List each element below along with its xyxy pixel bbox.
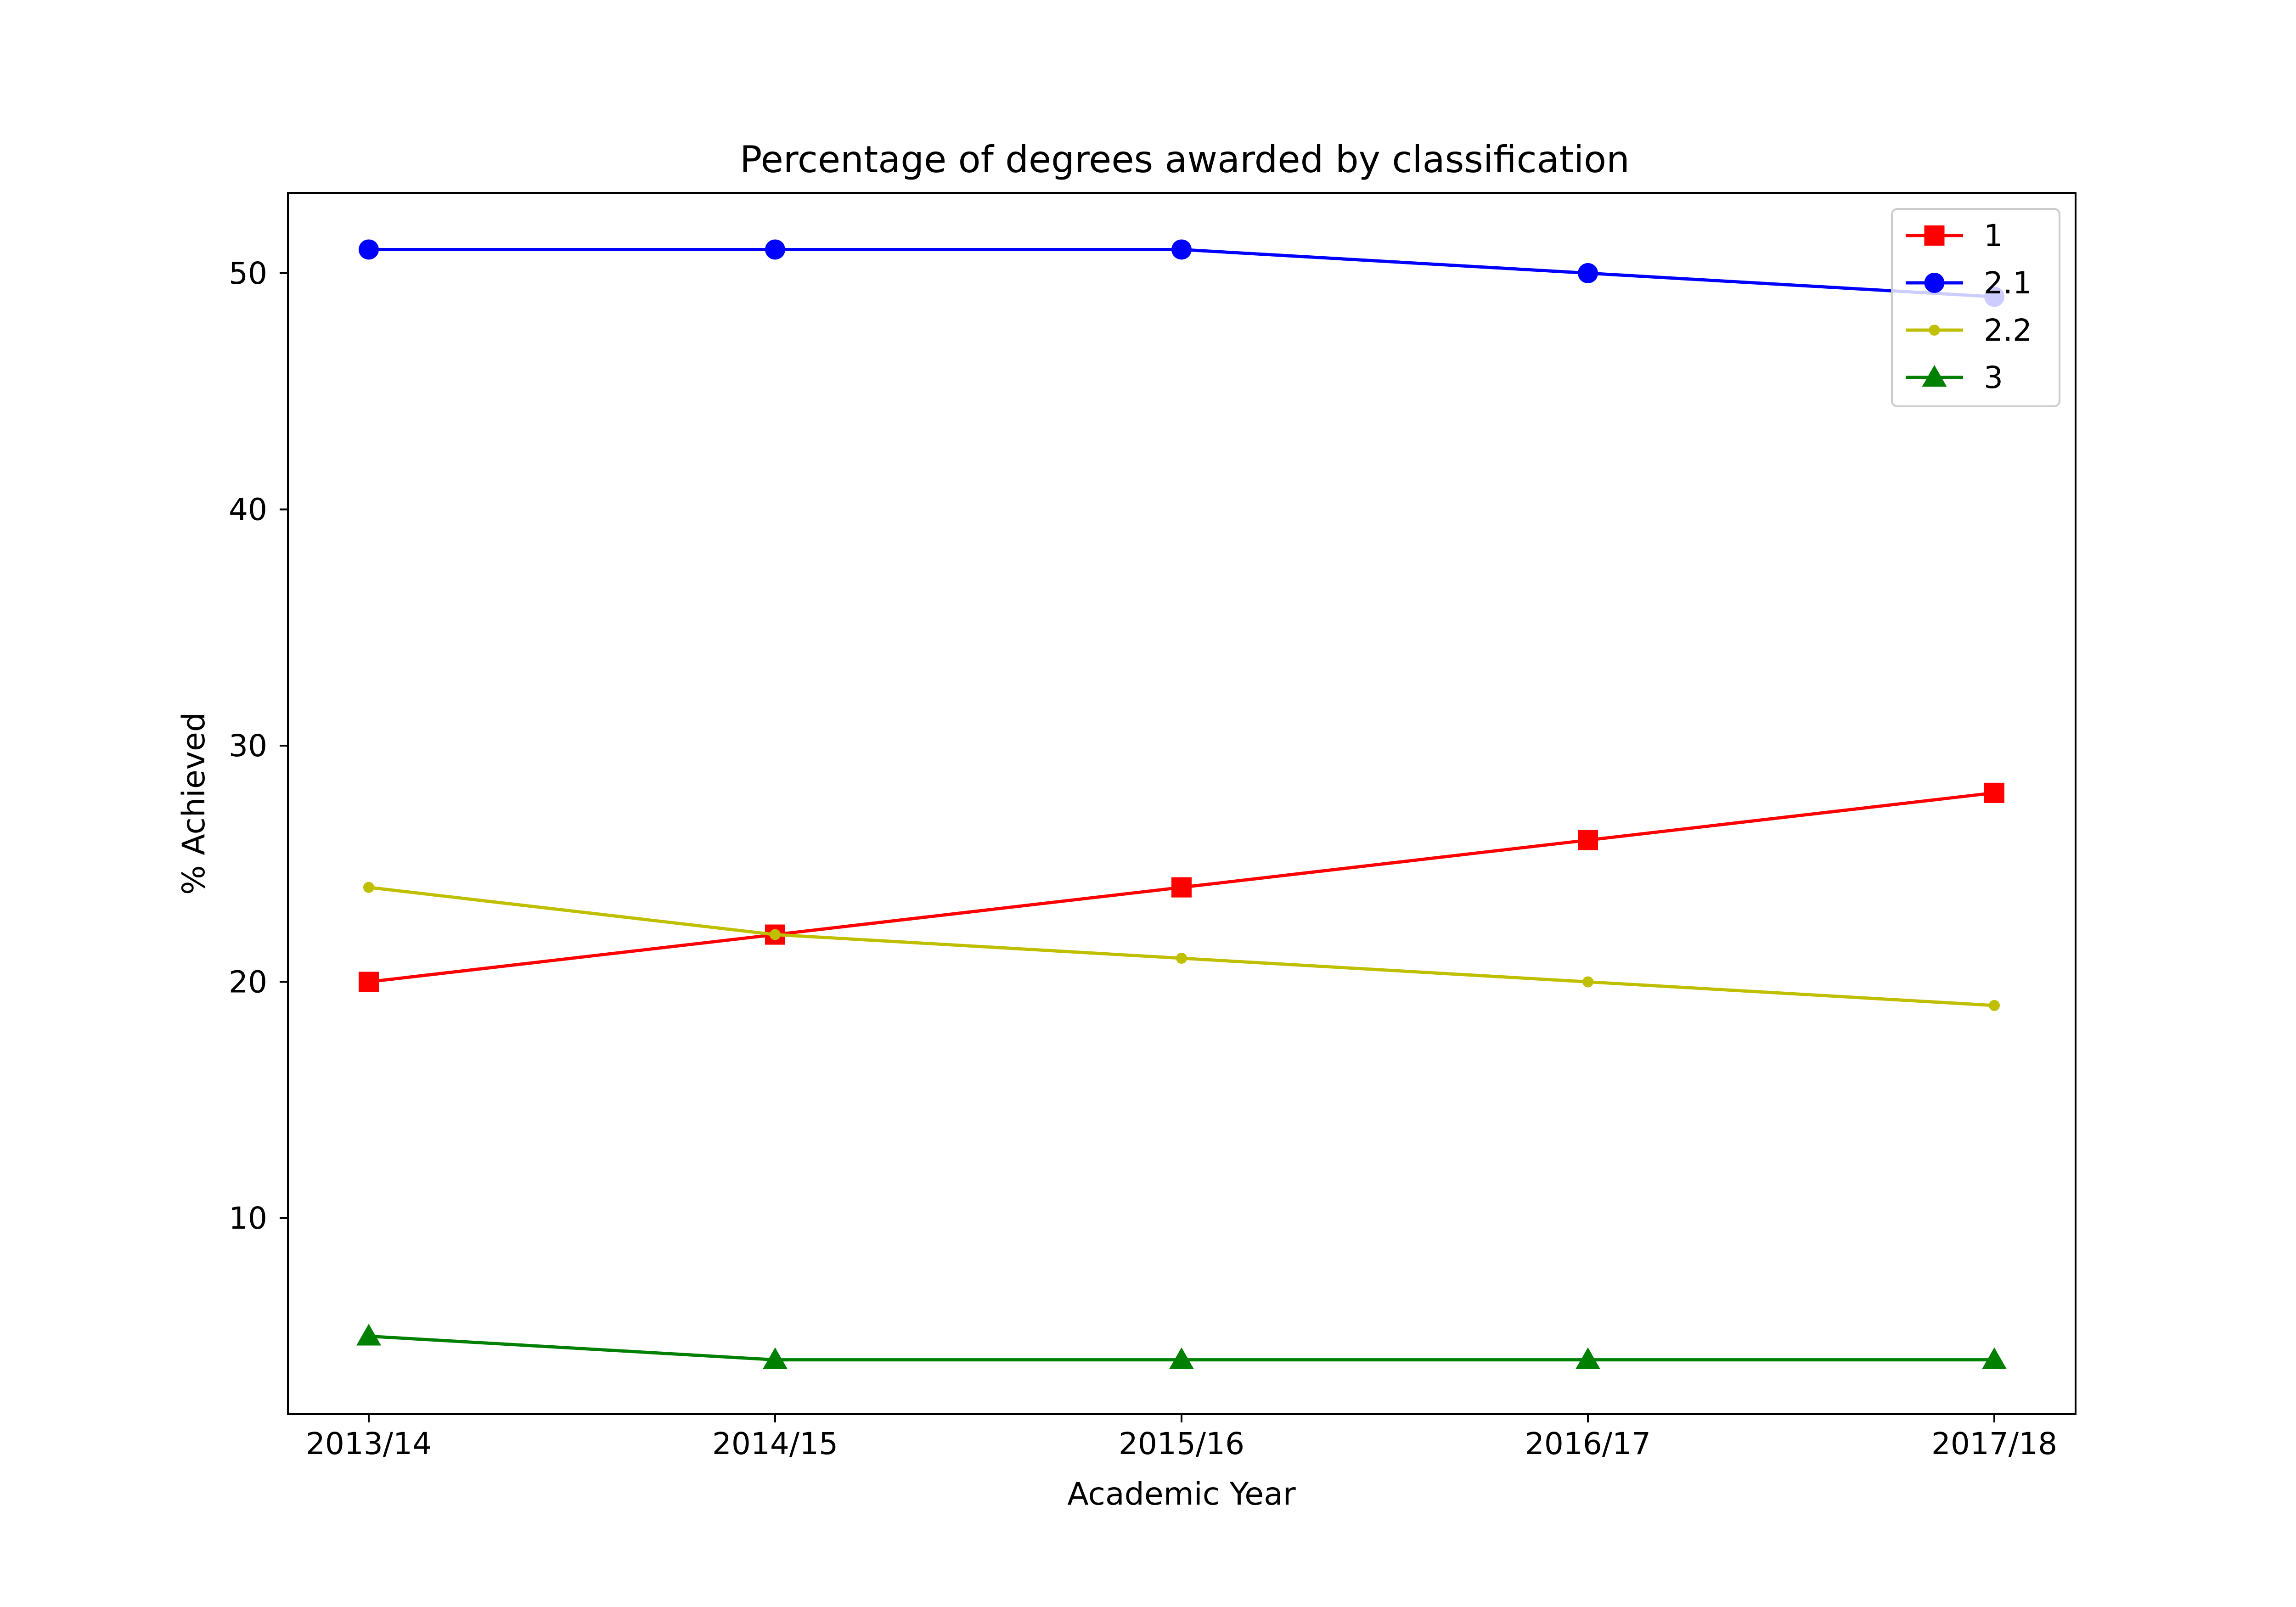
series-2-2-point: [1582, 976, 1593, 988]
series-2-1-point: [359, 239, 379, 260]
series-3-point: [1576, 1347, 1600, 1369]
x-axis: 2013/14 2014/15 2015/16 2016/17 2017/18: [306, 1414, 2057, 1461]
x-tick-label: 2016/17: [1525, 1426, 1651, 1461]
legend-marker: [1922, 365, 1947, 387]
y-tick-label: 40: [229, 492, 267, 527]
series-2-2-point: [363, 882, 374, 893]
x-tick-label: 2015/16: [1119, 1426, 1244, 1461]
plot-area: [287, 192, 2077, 1415]
legend: 1 2.1 2.2 3: [1891, 208, 2060, 407]
legend-marker: [1924, 225, 1945, 246]
legend-label: 2.2: [1984, 313, 2032, 348]
series-1: [359, 782, 2004, 992]
series-3-point: [1169, 1347, 1194, 1369]
series-2-1-point: [1578, 263, 1598, 283]
x-tick-label: 2014/15: [712, 1426, 838, 1461]
legend-label: 1: [1984, 218, 2003, 253]
series-2-1: [359, 239, 2004, 307]
y-tick-label: 20: [229, 964, 267, 1000]
chart-title: Percentage of degrees awarded by classif…: [740, 138, 1630, 181]
legend-box: [1891, 208, 2060, 407]
series-2-2-point: [1989, 1000, 2000, 1011]
series-1-point: [1171, 877, 1192, 898]
y-tick-label: 30: [229, 728, 267, 764]
y-tick-label: 10: [229, 1201, 267, 1236]
series-2-2-line: [367, 886, 1996, 1007]
series-2-1-point: [1171, 239, 1192, 260]
series-1-point: [1578, 830, 1598, 850]
series-layer: [356, 239, 2007, 1369]
series-3-point: [763, 1347, 788, 1369]
y-tick-label: 50: [229, 256, 267, 291]
plot-frame: [287, 192, 2077, 1415]
series-1-point: [1984, 782, 2004, 803]
x-tick-label: 2017/18: [1931, 1426, 2057, 1461]
legend-marker: [1929, 325, 1940, 336]
series-1-point: [359, 972, 379, 992]
series-2-2-point: [770, 929, 781, 940]
series-3-point: [1982, 1347, 2007, 1369]
y-axis: 10 20 30 40 50: [229, 256, 288, 1236]
y-axis-label: % Achieved: [176, 712, 212, 895]
x-axis-label: Academic Year: [1067, 1476, 1296, 1512]
series-3-point: [356, 1324, 381, 1346]
x-tick-label: 2013/14: [306, 1426, 432, 1461]
series-3: [356, 1324, 2007, 1369]
legend-label: 2.1: [1984, 265, 2032, 301]
legend-marker: [1924, 273, 1945, 293]
series-2-1-point: [765, 239, 785, 260]
series-2-2-point: [1176, 953, 1187, 964]
legend-label: 3: [1984, 360, 2003, 395]
series-2-2: [363, 882, 2000, 1011]
